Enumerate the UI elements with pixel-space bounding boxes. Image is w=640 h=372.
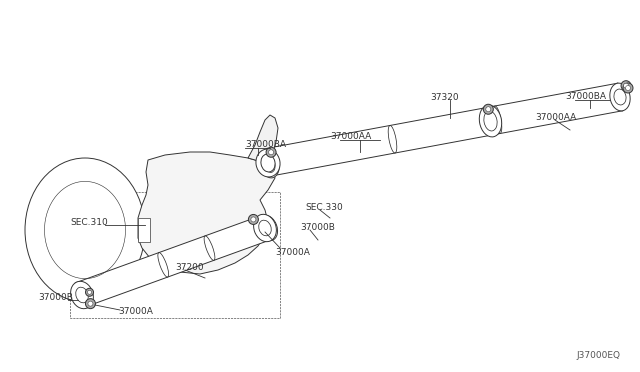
- Text: SEC.310: SEC.310: [70, 218, 108, 227]
- Text: J37000EQ: J37000EQ: [576, 351, 620, 360]
- Ellipse shape: [75, 283, 85, 307]
- Polygon shape: [248, 115, 278, 162]
- Text: 37000BA: 37000BA: [565, 92, 606, 100]
- Ellipse shape: [260, 216, 270, 240]
- Text: 37200: 37200: [175, 263, 204, 273]
- Text: 37000AA: 37000AA: [330, 131, 371, 141]
- Circle shape: [88, 290, 92, 294]
- Ellipse shape: [262, 221, 273, 235]
- Circle shape: [266, 147, 276, 157]
- Circle shape: [248, 214, 259, 224]
- Text: 37000BA: 37000BA: [245, 140, 286, 148]
- Ellipse shape: [614, 89, 626, 105]
- Polygon shape: [138, 152, 275, 274]
- Ellipse shape: [25, 158, 145, 302]
- Circle shape: [621, 81, 631, 91]
- Ellipse shape: [615, 83, 625, 111]
- Circle shape: [486, 107, 491, 112]
- Circle shape: [623, 83, 628, 88]
- Ellipse shape: [70, 281, 93, 309]
- Ellipse shape: [261, 152, 279, 178]
- Polygon shape: [268, 83, 623, 176]
- Ellipse shape: [256, 149, 280, 177]
- Text: SEC.330: SEC.330: [305, 202, 343, 212]
- Ellipse shape: [479, 105, 502, 137]
- Circle shape: [88, 301, 93, 306]
- Ellipse shape: [610, 83, 630, 111]
- Circle shape: [86, 299, 95, 309]
- Ellipse shape: [76, 287, 88, 303]
- Text: 37000B: 37000B: [300, 222, 335, 231]
- Ellipse shape: [484, 111, 497, 131]
- Ellipse shape: [259, 215, 278, 241]
- Text: 37000A: 37000A: [118, 308, 153, 317]
- Text: 37000A: 37000A: [275, 247, 310, 257]
- Circle shape: [623, 83, 633, 93]
- Ellipse shape: [261, 154, 275, 172]
- Ellipse shape: [259, 220, 271, 236]
- Circle shape: [625, 86, 630, 90]
- Text: 37000B: 37000B: [38, 294, 73, 302]
- Text: 37000AA: 37000AA: [535, 112, 576, 122]
- Circle shape: [483, 104, 493, 114]
- Circle shape: [269, 150, 273, 155]
- Ellipse shape: [265, 158, 275, 173]
- Circle shape: [251, 217, 256, 222]
- Ellipse shape: [253, 214, 276, 242]
- Circle shape: [86, 288, 93, 296]
- Text: 37320: 37320: [430, 93, 459, 102]
- Polygon shape: [76, 216, 269, 307]
- Ellipse shape: [265, 148, 275, 176]
- Polygon shape: [138, 218, 150, 242]
